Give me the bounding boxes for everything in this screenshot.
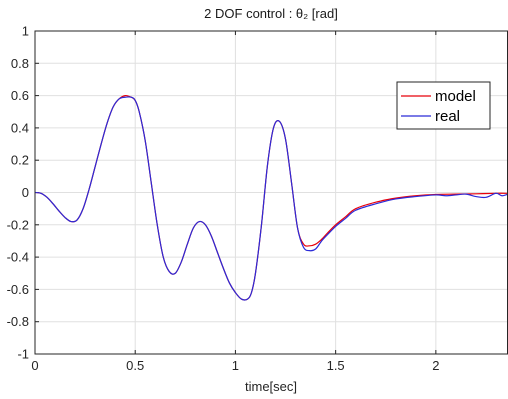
y-tick-label: -1 [17, 347, 29, 362]
plot-lines [34, 94, 508, 301]
legend-box [396, 81, 491, 130]
y-tick-label: -0.6 [7, 282, 29, 297]
y-tick-label: 0.8 [11, 56, 29, 71]
legend-label-real: real [435, 108, 460, 125]
legend-label-model: model [435, 88, 476, 105]
x-tick-label: 1.5 [327, 358, 345, 373]
legend: model real [396, 81, 491, 130]
y-tick-labels: 1 0.8 0.6 0.4 0.2 0 -0.2 -0.4 -0.6 -0.8 -1 [7, 24, 29, 362]
y-tick-label: -0.4 [7, 250, 29, 265]
y-tick-label: 0 [22, 185, 29, 200]
x-axis-label: time[sec] [245, 379, 297, 394]
series-line-real [34, 96, 508, 301]
y-tick-label: 0.6 [11, 88, 29, 103]
x-tick-label: 1 [232, 358, 239, 373]
x-tick-label: 0.5 [126, 358, 144, 373]
y-tick-label: 1 [22, 24, 29, 39]
y-tick-label: -0.2 [7, 217, 29, 232]
chart-title: 2 DOF control : θ₂ [rad] [204, 6, 338, 21]
y-tick-label: 0.4 [11, 120, 29, 135]
x-tick-labels: 0 0.5 1 1.5 2 [31, 358, 439, 373]
x-tick-label: 0 [31, 358, 38, 373]
y-tick-label: -0.8 [7, 314, 29, 329]
x-tick-label: 2 [432, 358, 439, 373]
y-tick-label: 0.2 [11, 153, 29, 168]
